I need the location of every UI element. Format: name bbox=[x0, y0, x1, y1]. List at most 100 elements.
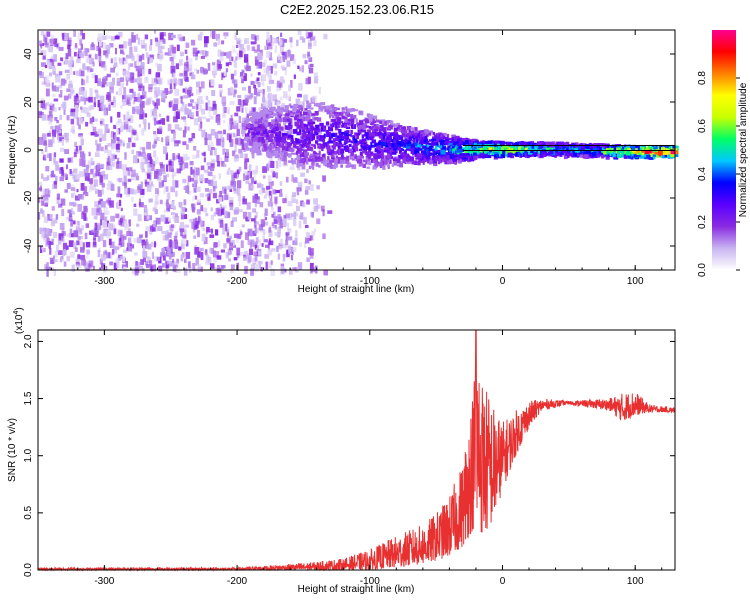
spectrogram-cell bbox=[154, 30, 156, 34]
spectrogram-cell bbox=[98, 247, 101, 252]
spectrogram-cell bbox=[39, 71, 44, 79]
spectrogram-cell bbox=[64, 56, 69, 65]
spectrogram-cell bbox=[77, 204, 82, 212]
spectrogram-cell bbox=[118, 219, 123, 226]
spectrogram-cell bbox=[47, 114, 50, 121]
spectrogram-cell bbox=[270, 169, 275, 174]
spectrogram-cell bbox=[405, 156, 410, 161]
spectrogram-cell bbox=[197, 230, 200, 238]
spectrogram-cell bbox=[254, 88, 258, 95]
spectrogram-cell bbox=[85, 97, 91, 102]
spectrogram-cell bbox=[322, 106, 326, 109]
spectrogram-cell bbox=[429, 139, 433, 142]
spectrogram-cell bbox=[71, 125, 75, 133]
spectrogram-cell bbox=[330, 119, 334, 123]
spectrogram-cell bbox=[309, 248, 314, 256]
spectrogram-cell bbox=[279, 219, 284, 224]
spectrogram-cell bbox=[247, 239, 252, 245]
spectrogram-cell bbox=[268, 190, 272, 196]
spectrogram-cell bbox=[131, 129, 137, 135]
spectrogram-cell bbox=[172, 174, 175, 180]
spectrogram-cell bbox=[140, 62, 145, 69]
spectrogram-cell bbox=[124, 70, 127, 76]
spectrogram-cell bbox=[99, 258, 103, 265]
spectrogram-cell bbox=[44, 75, 50, 82]
spectrogram-cell bbox=[90, 184, 96, 191]
spectrogram-cell bbox=[427, 152, 433, 156]
spectrogram-cell bbox=[247, 212, 252, 220]
spectrogram-cell bbox=[196, 186, 201, 192]
spectrogram-cell bbox=[218, 197, 223, 202]
spectrogram-cell bbox=[579, 154, 584, 158]
spectrogram-cell bbox=[183, 95, 189, 99]
spectrogram-cell bbox=[193, 68, 198, 72]
spectrogram-cell bbox=[160, 214, 166, 222]
spectrogram-cell bbox=[234, 83, 238, 88]
spectrogram-cell bbox=[197, 34, 203, 41]
spectrogram-cell bbox=[135, 132, 139, 141]
spectrogram-cell bbox=[175, 111, 180, 119]
spectrogram-cell bbox=[163, 254, 166, 261]
spectrogram-cell bbox=[314, 117, 319, 121]
spectrogram-cell bbox=[117, 244, 120, 250]
spectrogram-cell bbox=[588, 145, 593, 150]
spectrogram-cell bbox=[59, 223, 65, 230]
spectrogram-cell bbox=[91, 42, 94, 47]
spectrogram-cell bbox=[167, 79, 172, 85]
spectrogram-cell bbox=[261, 184, 264, 191]
spectrogram-cell bbox=[119, 77, 125, 83]
spectrogram-cell bbox=[52, 135, 55, 144]
spectrogram-cell bbox=[184, 119, 187, 127]
spectrogram-cell bbox=[85, 223, 90, 228]
spectrogram-cell bbox=[98, 101, 104, 107]
spectrogram-cell bbox=[141, 44, 146, 49]
spectrogram-cell bbox=[189, 112, 195, 118]
spectrogram-cell bbox=[110, 131, 114, 138]
spectrogram-cell bbox=[116, 161, 122, 169]
spectrogram-cell bbox=[258, 224, 264, 231]
spectrogram-cell bbox=[285, 110, 291, 115]
spectrogram-cell bbox=[124, 223, 129, 230]
spectrogram-cell bbox=[210, 214, 215, 221]
spectrogram-cell bbox=[100, 201, 106, 208]
spectrogram-cell bbox=[260, 116, 265, 120]
spectrogram-cell bbox=[330, 154, 335, 158]
spectrogram-cell bbox=[273, 136, 277, 141]
spectrogram-cell bbox=[272, 94, 277, 102]
spectrogram-cell bbox=[343, 142, 346, 146]
spectrogram-cell bbox=[337, 158, 343, 164]
spectrogram-cell bbox=[279, 145, 284, 148]
spectrogram-cell bbox=[172, 179, 177, 188]
spectrogram-cell bbox=[56, 197, 60, 205]
spectrogram-cell bbox=[191, 39, 196, 46]
spectrogram-cell bbox=[210, 163, 215, 169]
spectrogram-cell bbox=[303, 94, 308, 102]
spectrogram-cell bbox=[286, 114, 290, 120]
spectrogram-cell bbox=[416, 160, 419, 165]
spectrogram-cell bbox=[167, 48, 172, 56]
spectrogram-cell bbox=[333, 158, 338, 161]
spectrogram-cell bbox=[284, 115, 288, 119]
spectrogram-cell bbox=[286, 252, 290, 258]
spectrogram-cell bbox=[306, 169, 309, 174]
spectrogram-cell bbox=[60, 78, 66, 86]
spectrogram-cell bbox=[253, 144, 258, 150]
spectrogram-cell bbox=[257, 52, 262, 61]
spectrogram-cell bbox=[274, 99, 278, 106]
spectrogram-cell bbox=[219, 219, 224, 228]
spectrogram-cell bbox=[330, 160, 335, 163]
spectrogram-cell bbox=[186, 61, 189, 68]
spectrogram-cell bbox=[84, 192, 89, 197]
spectrogram-cell bbox=[419, 156, 424, 161]
spectrogram-cell bbox=[154, 200, 159, 205]
spectrogram-cell bbox=[290, 124, 293, 129]
spectrogram-cell bbox=[308, 165, 312, 170]
spectrogram-cell bbox=[237, 95, 242, 99]
spectrogram-cell bbox=[320, 205, 325, 212]
spectrogram-cell bbox=[63, 231, 66, 236]
spectrogram-cell bbox=[581, 146, 585, 151]
spectrogram-cell bbox=[149, 54, 155, 60]
spectrogram-cell bbox=[232, 50, 237, 54]
spectrogram-cell bbox=[77, 99, 81, 104]
